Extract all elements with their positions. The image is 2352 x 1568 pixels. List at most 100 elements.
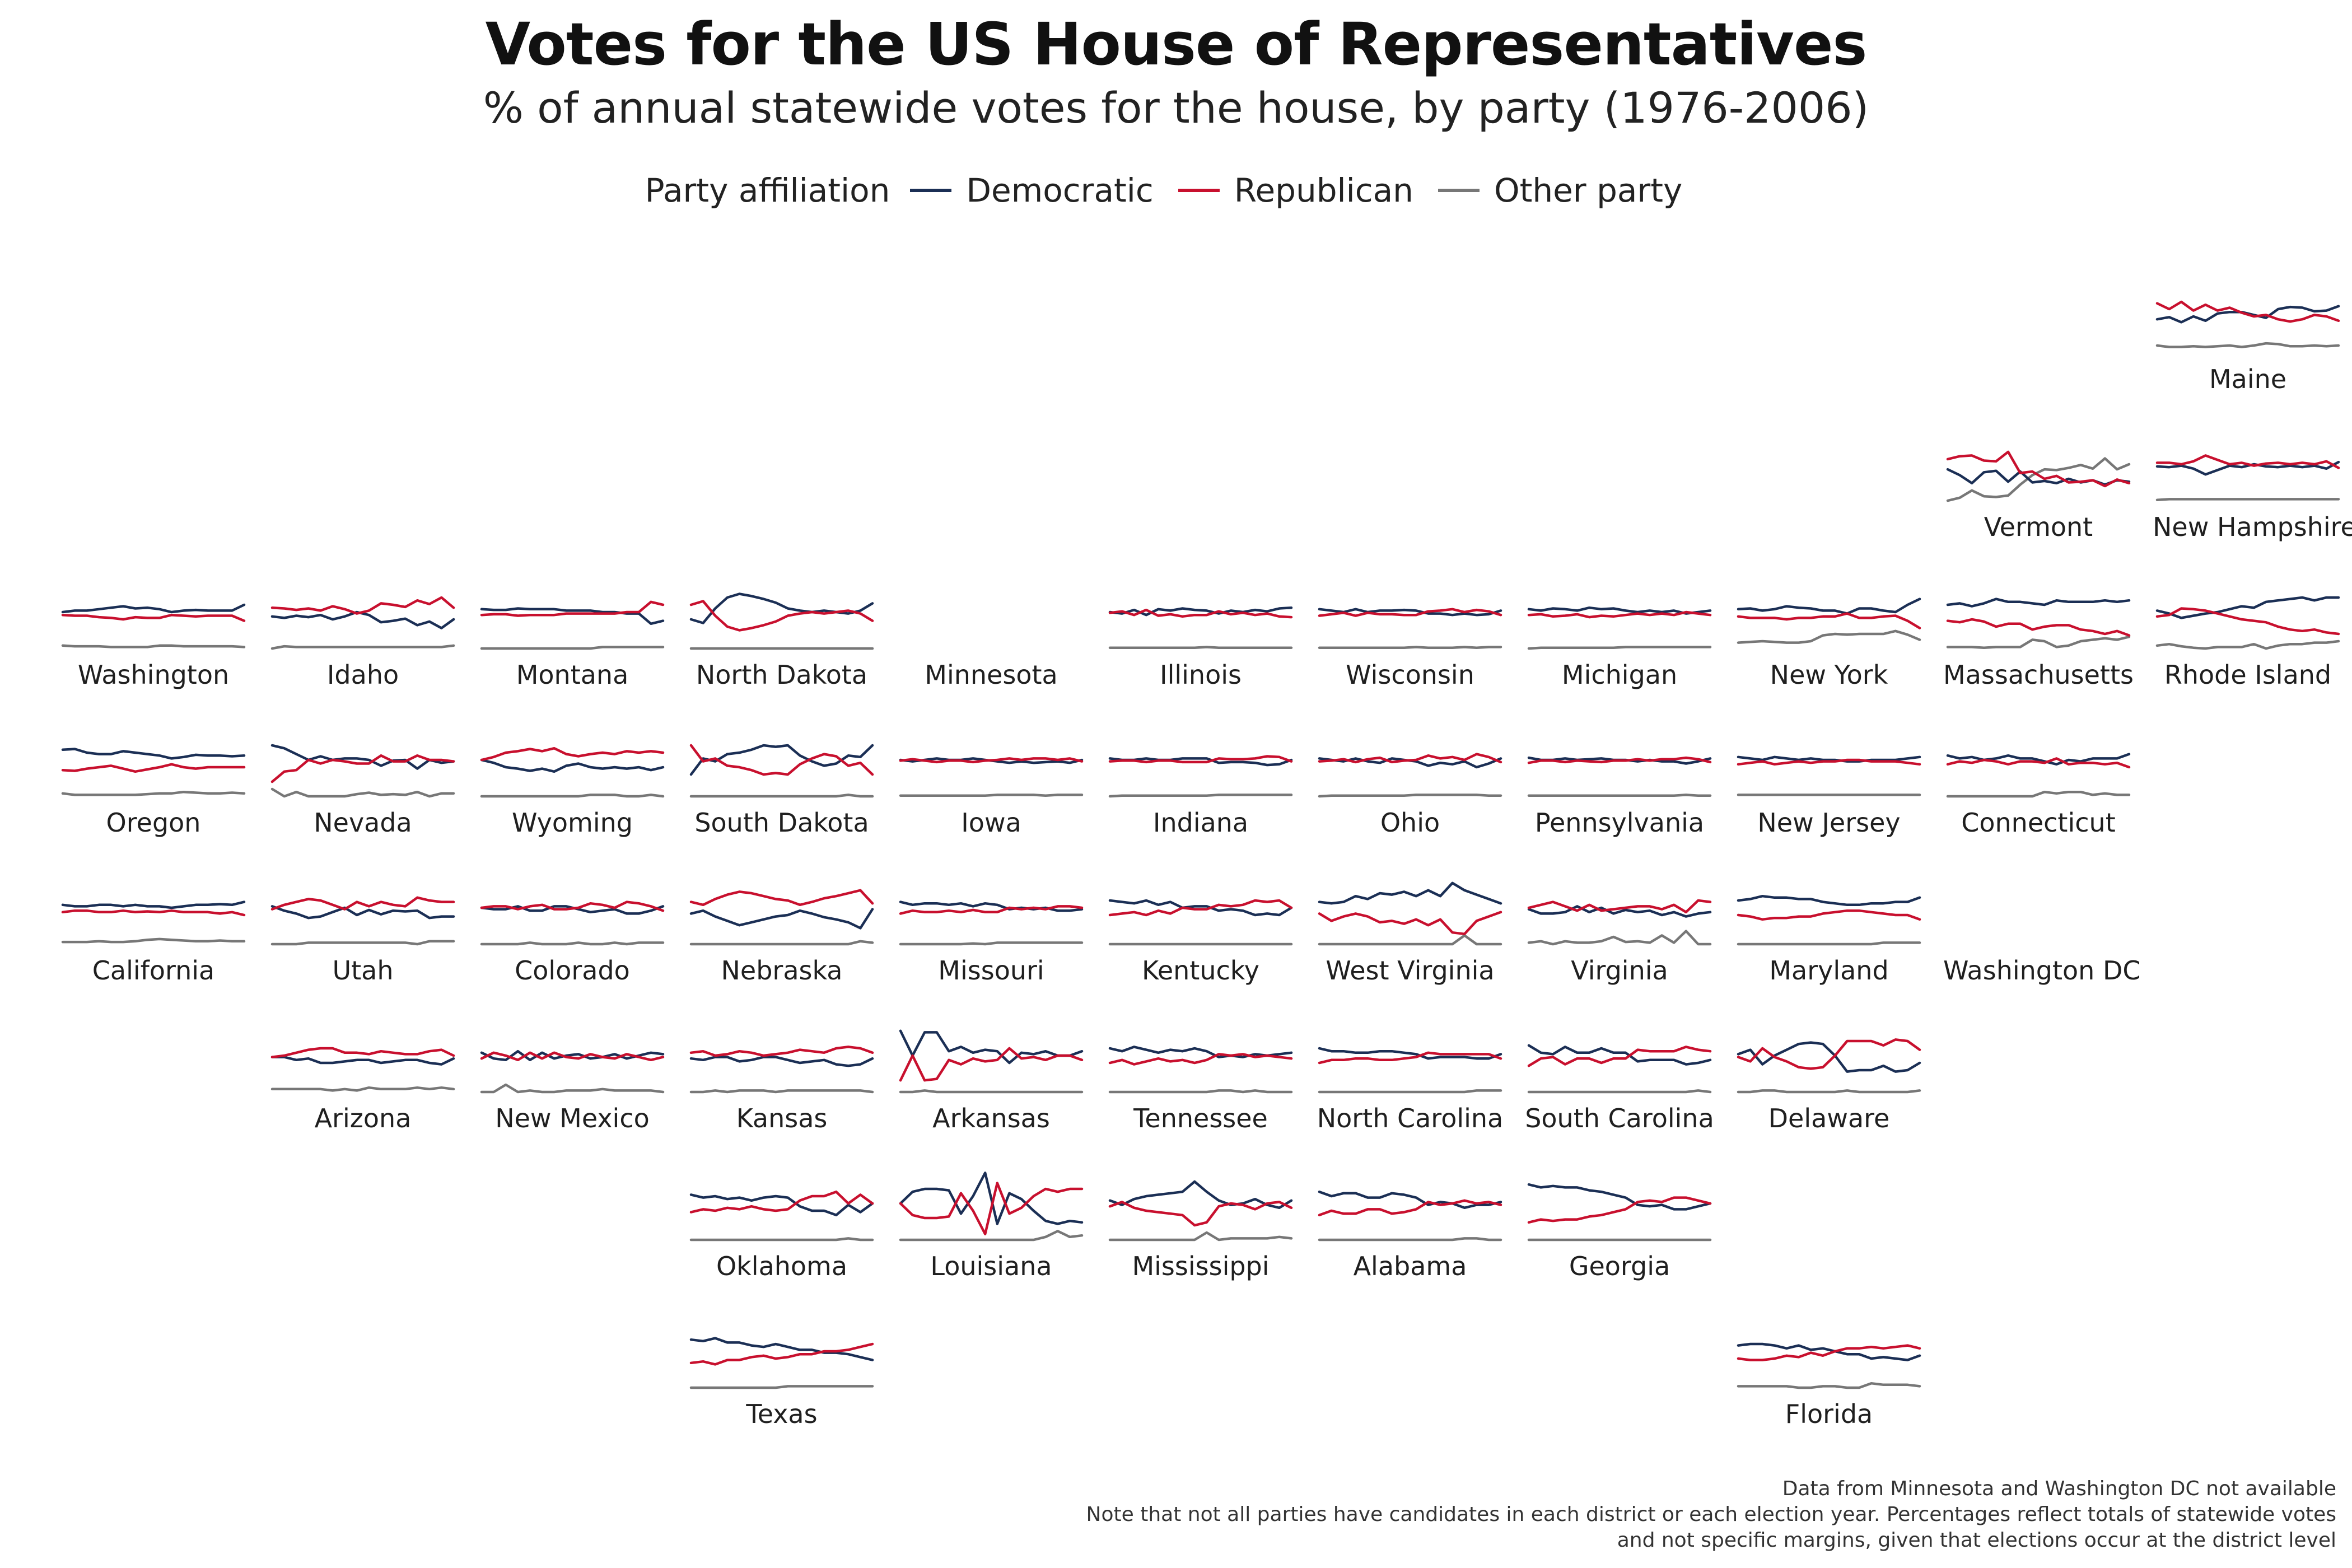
legend-item-republican: Republican [1178, 171, 1413, 209]
line-democratic-missouri [899, 900, 1084, 912]
line-other-party-south-dakota [689, 794, 874, 798]
legend-line-democratic [910, 189, 952, 192]
line-republican-alabama [1318, 1199, 1502, 1217]
line-other-party-maryland [1737, 941, 1921, 946]
line-democratic-mississippi [1108, 1180, 1293, 1210]
sparkline-new-hampshire [2155, 454, 2340, 501]
line-other-party-mississippi [1108, 1231, 1293, 1242]
legend-label-other-party: Other party [1494, 171, 1683, 209]
line-other-party-montana [480, 646, 665, 650]
state-tile-oregon: Oregon [58, 724, 249, 869]
state-tile-rhode-island: Rhode Island [2153, 576, 2343, 721]
line-other-party-vermont [1946, 457, 2131, 502]
line-other-party-arizona [270, 1086, 455, 1092]
line-republican-north-dakota [689, 600, 874, 632]
line-republican-tennessee [1108, 1053, 1293, 1066]
line-democratic-south-carolina [1527, 1044, 1712, 1066]
line-other-party-massachusetts [1946, 635, 2131, 649]
line-republican-kansas [689, 1046, 874, 1057]
line-republican-rhode-island [2155, 607, 2340, 636]
state-tile-north-carolina: North Carolina [1315, 1019, 1505, 1165]
line-democratic-delaware [1737, 1041, 1921, 1073]
line-other-party-new-hampshire [2155, 498, 2340, 501]
line-democratic-utah [270, 905, 455, 920]
line-republican-maine [2155, 300, 2340, 323]
sparkline-vermont [1946, 450, 2131, 502]
legend-label-democratic: Democratic [966, 171, 1154, 209]
state-tile-tennessee: Tennessee [1105, 1019, 1296, 1165]
line-republican-illinois [1108, 608, 1293, 619]
state-label-colorado: Colorado [515, 955, 630, 986]
state-tile-new-hampshire: New Hampshire [2153, 428, 2352, 573]
state-tile-california: California [58, 871, 249, 1017]
line-other-party-oregon [61, 790, 246, 796]
sparkline-new-mexico [480, 1049, 665, 1094]
sparkline-massachusetts [1946, 598, 2131, 649]
state-label-north-dakota: North Dakota [696, 660, 868, 690]
state-label-virginia: Virginia [1571, 955, 1668, 986]
state-tile-wyoming: Wyoming [477, 724, 668, 869]
line-democratic-florida [1737, 1342, 1921, 1361]
state-label-arizona: Arizona [314, 1103, 412, 1133]
line-democratic-north-dakota [689, 592, 874, 624]
state-tile-idaho: Idaho [268, 576, 458, 721]
line-republican-montana [480, 600, 665, 617]
line-democratic-nebraska [689, 908, 874, 930]
state-label-utah: Utah [332, 955, 394, 986]
line-democratic-tennessee [1108, 1046, 1293, 1058]
line-republican-mississippi [1108, 1201, 1293, 1227]
sparkline-utah [270, 896, 455, 946]
legend-item-democratic: Democratic [910, 171, 1154, 209]
line-democratic-alabama [1318, 1190, 1502, 1210]
line-other-party-indiana [1108, 794, 1293, 798]
line-other-party-connecticut [1946, 790, 2131, 798]
sparkline-texas [689, 1337, 874, 1389]
line-other-party-michigan [1527, 646, 1712, 650]
state-label-california: California [92, 955, 215, 986]
state-label-west-virginia: West Virginia [1326, 955, 1495, 986]
line-other-party-maine [2155, 342, 2340, 348]
line-republican-south-dakota [689, 744, 874, 776]
line-republican-missouri [899, 905, 1084, 915]
state-label-new-jersey: New Jersey [1757, 808, 1901, 838]
chart-subtitle: % of annual statewide votes for the hous… [483, 83, 1869, 133]
state-label-south-dakota: South Dakota [694, 808, 869, 838]
line-democratic-connecticut [1946, 753, 2131, 766]
legend-line-republican [1178, 189, 1220, 192]
line-republican-delaware [1737, 1038, 1921, 1070]
state-label-arkansas: Arkansas [932, 1103, 1050, 1133]
state-tile-alabama: Alabama [1315, 1167, 1505, 1313]
line-other-party-new-york [1737, 629, 1921, 644]
sparkline-indiana [1108, 755, 1293, 798]
line-other-party-utah [270, 940, 455, 946]
line-republican-california [61, 909, 246, 917]
line-other-party-kansas [689, 1089, 874, 1094]
state-label-north-carolina: North Carolina [1317, 1103, 1504, 1133]
line-other-party-alabama [1318, 1237, 1502, 1242]
state-label-vermont: Vermont [1984, 512, 2093, 542]
sparkline-pennsylvania [1527, 756, 1712, 797]
sparkline-washington [61, 603, 246, 648]
sparkline-idaho [270, 596, 455, 650]
line-republican-north-carolina [1318, 1051, 1502, 1065]
state-tile-washington-dc: Washington DC [1943, 871, 2140, 1017]
chart-title: Votes for the US House of Representative… [485, 10, 1868, 78]
line-republican-arkansas [899, 1047, 1084, 1082]
state-label-oregon: Oregon [106, 808, 201, 838]
state-label-maryland: Maryland [1769, 955, 1889, 986]
state-tile-montana: Montana [477, 576, 668, 721]
state-label-delaware: Delaware [1768, 1103, 1890, 1133]
line-democratic-new-mexico [480, 1049, 665, 1062]
state-tile-ohio: Ohio [1315, 724, 1505, 869]
line-democratic-oklahoma [689, 1193, 874, 1217]
line-other-party-florida [1737, 1382, 1921, 1389]
state-tile-pennsylvania: Pennsylvania [1524, 724, 1715, 869]
state-tile-minnesota: Minnesota [896, 576, 1086, 721]
state-tile-delaware: Delaware [1734, 1019, 1924, 1165]
legend: Party affiliation Democratic Republican … [0, 168, 2352, 213]
state-tile-new-jersey: New Jersey [1734, 724, 1924, 869]
line-other-party-ohio [1318, 794, 1502, 798]
sparkline-south-dakota [689, 744, 874, 798]
state-tile-illinois: Illinois [1105, 576, 1296, 721]
state-tile-mississippi: Mississippi [1105, 1167, 1296, 1313]
